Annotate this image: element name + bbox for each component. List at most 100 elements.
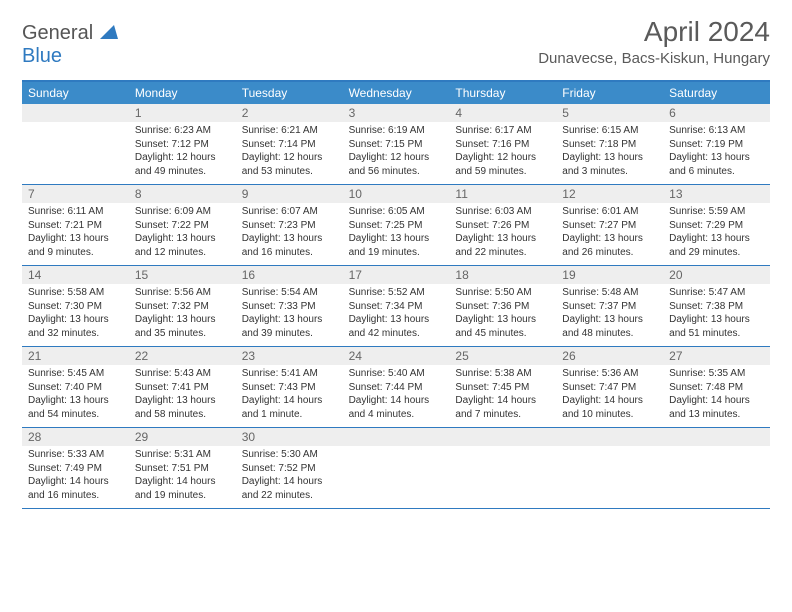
logo-triangle-icon (100, 26, 118, 43)
daylight-text: Daylight: 14 hours and 1 minute. (242, 394, 337, 421)
sunrise-text: Sunrise: 5:54 AM (242, 286, 337, 300)
sunset-text: Sunset: 7:43 PM (242, 381, 337, 395)
dow-tuesday: Tuesday (236, 82, 343, 104)
sunrise-text: Sunrise: 5:40 AM (349, 367, 444, 381)
calendar: Sunday Monday Tuesday Wednesday Thursday… (22, 80, 770, 509)
sunset-text: Sunset: 7:33 PM (242, 300, 337, 314)
daylight-text: Daylight: 13 hours and 54 minutes. (28, 394, 123, 421)
daylight-text: Daylight: 12 hours and 56 minutes. (349, 151, 444, 178)
sunrise-text: Sunrise: 5:38 AM (455, 367, 550, 381)
sunset-text: Sunset: 7:25 PM (349, 219, 444, 233)
sunset-text: Sunset: 7:44 PM (349, 381, 444, 395)
day-cell: Sunrise: 5:40 AMSunset: 7:44 PMDaylight:… (343, 365, 450, 427)
sunset-text: Sunset: 7:38 PM (669, 300, 764, 314)
day-number: 30 (236, 428, 343, 446)
day-number: 23 (236, 347, 343, 365)
day-number: 12 (556, 185, 663, 203)
sunrise-text: Sunrise: 5:41 AM (242, 367, 337, 381)
sunrise-text: Sunrise: 5:36 AM (562, 367, 657, 381)
day-cell: Sunrise: 5:52 AMSunset: 7:34 PMDaylight:… (343, 284, 450, 346)
sunset-text: Sunset: 7:21 PM (28, 219, 123, 233)
daylight-text: Daylight: 13 hours and 42 minutes. (349, 313, 444, 340)
day-number: 5 (556, 104, 663, 122)
day-cell: Sunrise: 6:05 AMSunset: 7:25 PMDaylight:… (343, 203, 450, 265)
logo-word1: General (22, 22, 93, 44)
day-number: 24 (343, 347, 450, 365)
day-cell: Sunrise: 6:17 AMSunset: 7:16 PMDaylight:… (449, 122, 556, 184)
daylight-text: Daylight: 12 hours and 53 minutes. (242, 151, 337, 178)
day-cell (449, 446, 556, 508)
day-number: 3 (343, 104, 450, 122)
sunrise-text: Sunrise: 6:07 AM (242, 205, 337, 219)
day-cell: Sunrise: 5:38 AMSunset: 7:45 PMDaylight:… (449, 365, 556, 427)
sunset-text: Sunset: 7:29 PM (669, 219, 764, 233)
daylight-text: Daylight: 13 hours and 6 minutes. (669, 151, 764, 178)
daylight-text: Daylight: 13 hours and 45 minutes. (455, 313, 550, 340)
daylight-text: Daylight: 14 hours and 19 minutes. (135, 475, 230, 502)
sunrise-text: Sunrise: 5:48 AM (562, 286, 657, 300)
daylight-text: Daylight: 13 hours and 12 minutes. (135, 232, 230, 259)
daylight-text: Daylight: 13 hours and 58 minutes. (135, 394, 230, 421)
daylight-text: Daylight: 13 hours and 35 minutes. (135, 313, 230, 340)
daylight-text: Daylight: 13 hours and 26 minutes. (562, 232, 657, 259)
sunrise-text: Sunrise: 6:21 AM (242, 124, 337, 138)
sunrise-text: Sunrise: 5:59 AM (669, 205, 764, 219)
logo: General Blue (22, 22, 118, 68)
day-number: 27 (663, 347, 770, 365)
day-cell: Sunrise: 6:21 AMSunset: 7:14 PMDaylight:… (236, 122, 343, 184)
day-number (663, 428, 770, 446)
day-cell: Sunrise: 5:31 AMSunset: 7:51 PMDaylight:… (129, 446, 236, 508)
sunset-text: Sunset: 7:26 PM (455, 219, 550, 233)
dow-wednesday: Wednesday (343, 82, 450, 104)
day-number: 17 (343, 266, 450, 284)
daylight-text: Daylight: 13 hours and 39 minutes. (242, 313, 337, 340)
sunset-text: Sunset: 7:52 PM (242, 462, 337, 476)
day-cell: Sunrise: 5:50 AMSunset: 7:36 PMDaylight:… (449, 284, 556, 346)
sunrise-text: Sunrise: 5:31 AM (135, 448, 230, 462)
dow-row: Sunday Monday Tuesday Wednesday Thursday… (22, 82, 770, 104)
day-number: 19 (556, 266, 663, 284)
sunrise-text: Sunrise: 5:33 AM (28, 448, 123, 462)
dow-friday: Friday (556, 82, 663, 104)
sunset-text: Sunset: 7:15 PM (349, 138, 444, 152)
sunrise-text: Sunrise: 6:19 AM (349, 124, 444, 138)
day-cell: Sunrise: 5:33 AMSunset: 7:49 PMDaylight:… (22, 446, 129, 508)
daylight-text: Daylight: 13 hours and 3 minutes. (562, 151, 657, 178)
daylight-text: Daylight: 13 hours and 48 minutes. (562, 313, 657, 340)
sunset-text: Sunset: 7:36 PM (455, 300, 550, 314)
daylight-text: Daylight: 13 hours and 16 minutes. (242, 232, 337, 259)
sunrise-text: Sunrise: 6:03 AM (455, 205, 550, 219)
sunset-text: Sunset: 7:49 PM (28, 462, 123, 476)
day-number (343, 428, 450, 446)
day-number: 22 (129, 347, 236, 365)
sunrise-text: Sunrise: 5:52 AM (349, 286, 444, 300)
sunrise-text: Sunrise: 6:11 AM (28, 205, 123, 219)
day-cell: Sunrise: 5:48 AMSunset: 7:37 PMDaylight:… (556, 284, 663, 346)
day-number: 7 (22, 185, 129, 203)
daylight-text: Daylight: 14 hours and 22 minutes. (242, 475, 337, 502)
day-number: 10 (343, 185, 450, 203)
day-number (22, 104, 129, 122)
sunset-text: Sunset: 7:12 PM (135, 138, 230, 152)
day-cell: Sunrise: 5:58 AMSunset: 7:30 PMDaylight:… (22, 284, 129, 346)
sunset-text: Sunset: 7:14 PM (242, 138, 337, 152)
day-number: 6 (663, 104, 770, 122)
sunrise-text: Sunrise: 5:45 AM (28, 367, 123, 381)
sunrise-text: Sunrise: 6:13 AM (669, 124, 764, 138)
sunrise-text: Sunrise: 5:30 AM (242, 448, 337, 462)
dow-monday: Monday (129, 82, 236, 104)
sunset-text: Sunset: 7:23 PM (242, 219, 337, 233)
day-cell: Sunrise: 5:56 AMSunset: 7:32 PMDaylight:… (129, 284, 236, 346)
day-cell: Sunrise: 5:45 AMSunset: 7:40 PMDaylight:… (22, 365, 129, 427)
daylight-text: Daylight: 13 hours and 22 minutes. (455, 232, 550, 259)
sunset-text: Sunset: 7:19 PM (669, 138, 764, 152)
sunset-text: Sunset: 7:40 PM (28, 381, 123, 395)
sunrise-text: Sunrise: 5:35 AM (669, 367, 764, 381)
sunrise-text: Sunrise: 6:17 AM (455, 124, 550, 138)
sunrise-text: Sunrise: 6:05 AM (349, 205, 444, 219)
sunrise-text: Sunrise: 6:23 AM (135, 124, 230, 138)
sunset-text: Sunset: 7:47 PM (562, 381, 657, 395)
sunrise-text: Sunrise: 6:15 AM (562, 124, 657, 138)
day-number: 4 (449, 104, 556, 122)
location: Dunavecse, Bacs-Kiskun, Hungary (538, 50, 770, 67)
